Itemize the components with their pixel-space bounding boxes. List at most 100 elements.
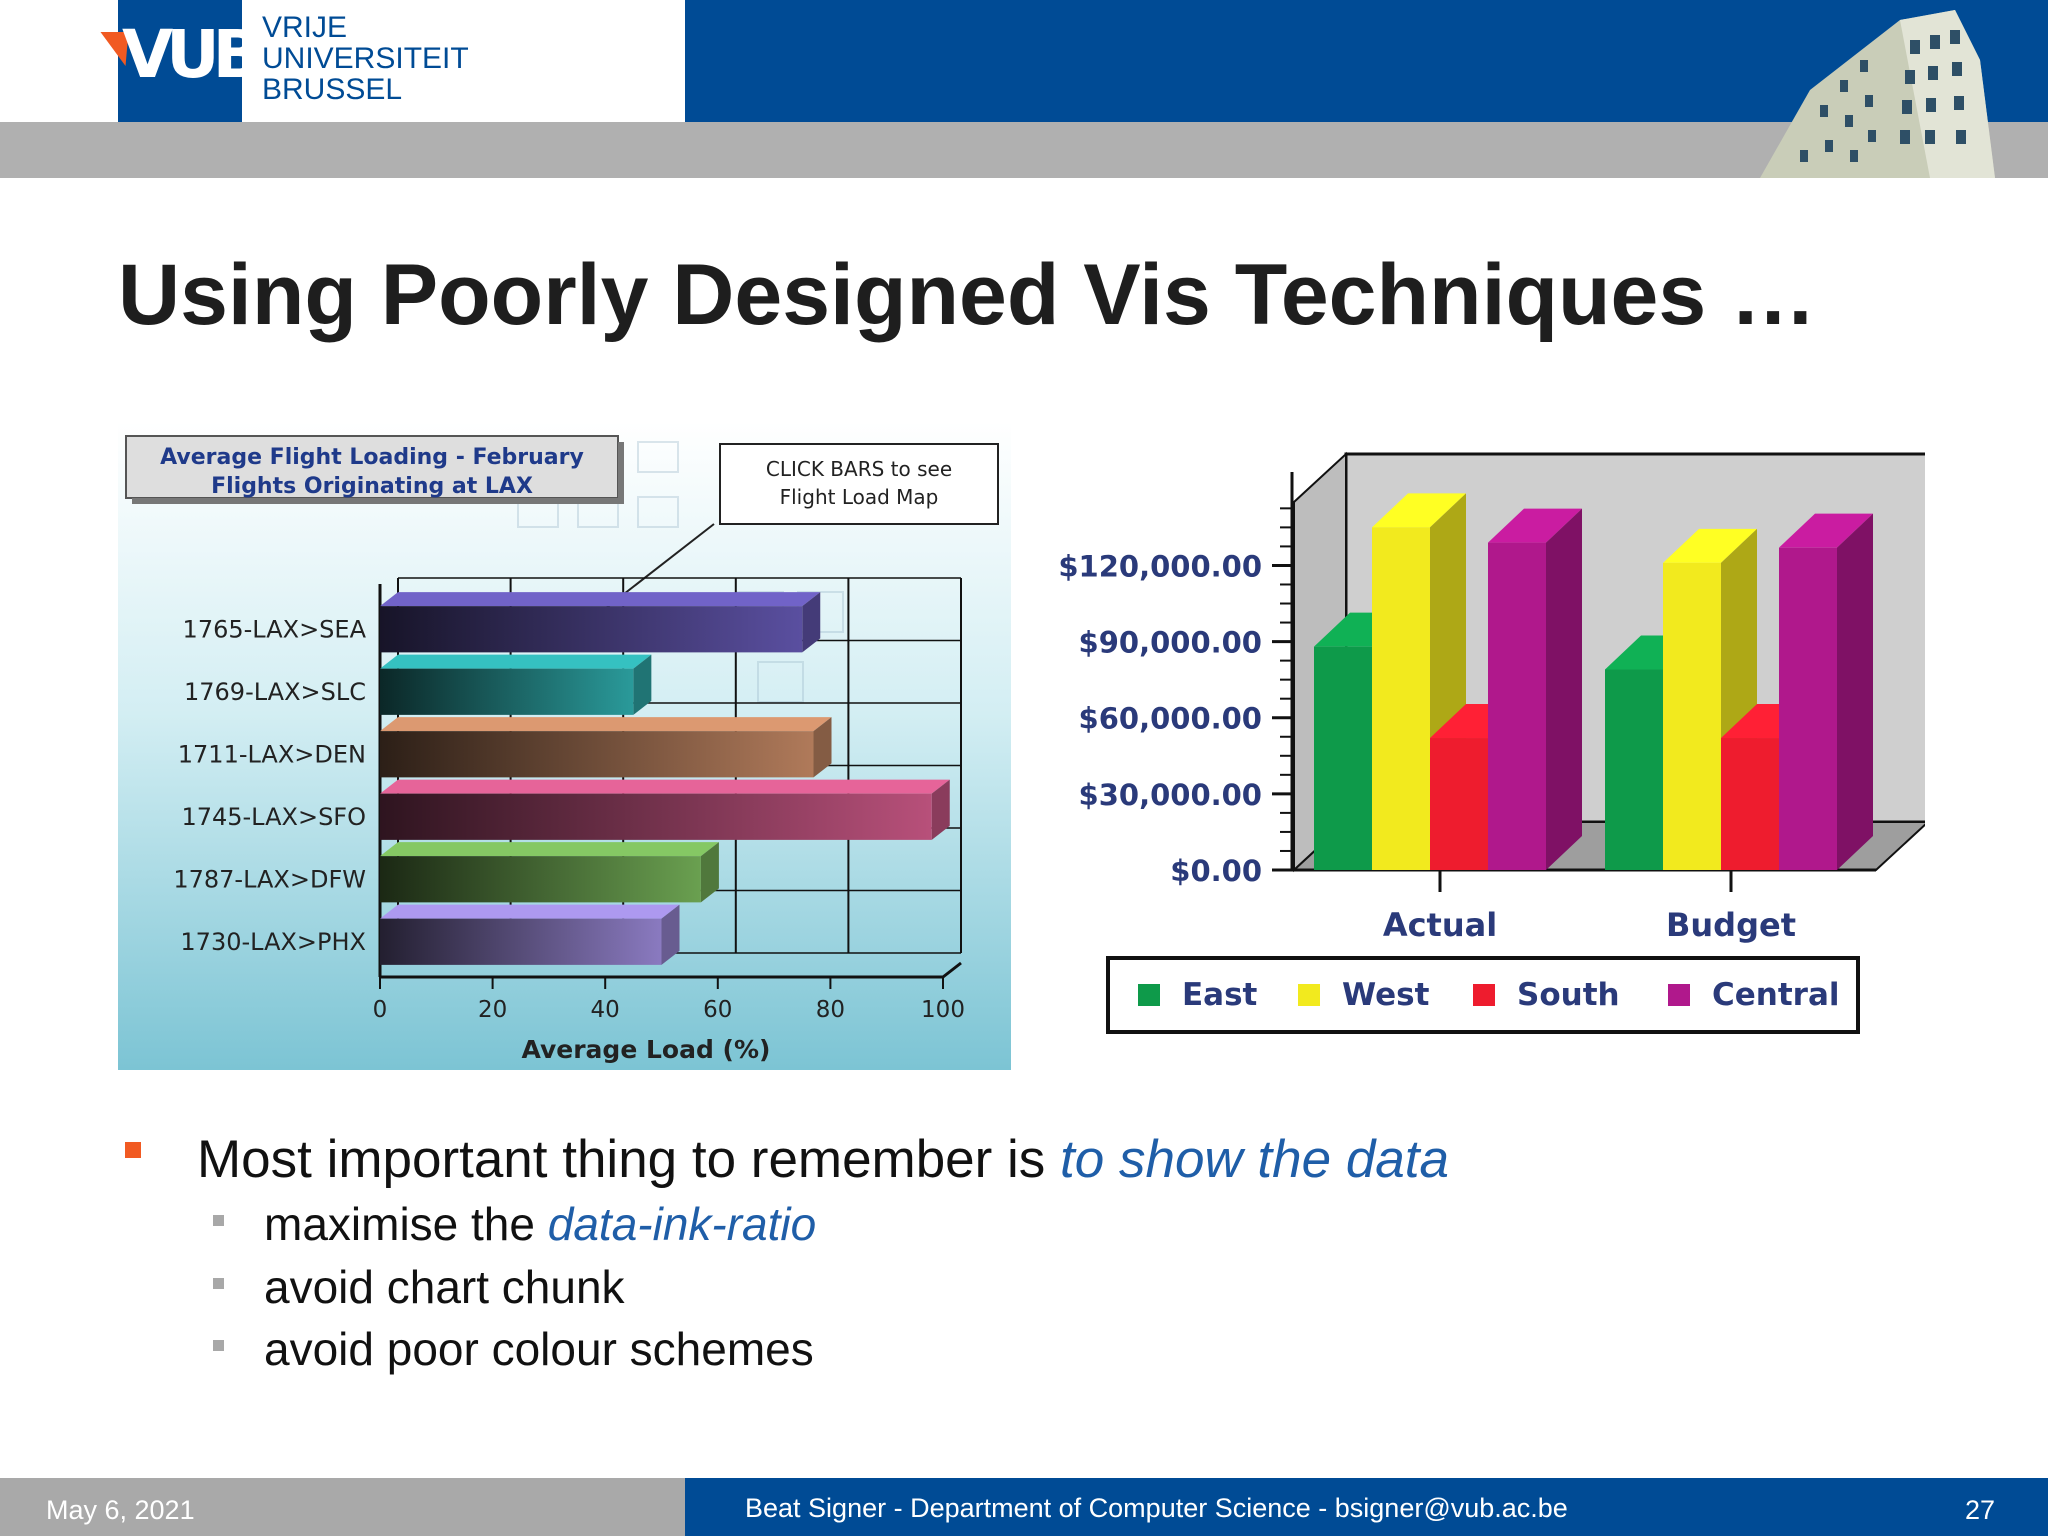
bar [380, 654, 652, 715]
bar-front [380, 668, 634, 715]
y-tick-label: $120,000.00 [1058, 549, 1262, 583]
bar [380, 904, 680, 965]
bar-top [1663, 528, 1757, 563]
bar-front [1488, 542, 1546, 870]
chart-title-line-1: Average Flight Loading - February [160, 445, 584, 470]
legend-label: Central [1712, 977, 1840, 1013]
bar-front [1605, 669, 1663, 870]
footer-right-bar [685, 1478, 2048, 1536]
bar-front [1372, 527, 1430, 870]
bar-front [380, 731, 814, 778]
bar [380, 842, 719, 903]
bullet-text: Most important thing to remember is to s… [197, 1130, 1449, 1190]
logo-line-3: BRUSSEL [262, 73, 403, 106]
vub-logo: VUB VRIJE UNIVERSITEIT BRUSSEL [100, 0, 685, 122]
bar-front [1314, 646, 1372, 870]
bar [1779, 513, 1873, 870]
chart-title-box: Average Flight Loading - February Flight… [125, 435, 624, 504]
slide-title: Using Poorly Designed Vis Techniques … [118, 247, 1817, 343]
bar-top [380, 654, 652, 669]
category-label: 1745-LAX>SFO [181, 803, 366, 831]
bar-top [1372, 493, 1466, 528]
category-label: 1765-LAX>SEA [183, 615, 367, 643]
legend-label: South [1517, 977, 1620, 1013]
category-label: Budget [1666, 906, 1796, 944]
bar-top [380, 779, 950, 794]
legend-swatch [1138, 984, 1160, 1006]
subbullet-marker [213, 1215, 224, 1226]
footer-author: Beat Signer - Department of Computer Sci… [745, 1493, 1568, 1523]
x-axis-line [942, 961, 962, 979]
x-tick-label: 20 [478, 997, 507, 1023]
subbullet-marker [213, 1278, 224, 1289]
flight-loading-chart: Average Flight Loading - February Flight… [118, 422, 1011, 1070]
category-label: 1711-LAX>DEN [178, 740, 366, 768]
logo-line-2: UNIVERSITEIT [262, 42, 469, 75]
regional-budget-chart: $0.00 $30,000.00 $60,000.00 $90,000.00 $120,… [1048, 422, 1925, 1070]
logo-line-1: VRIJE [262, 11, 348, 44]
x-tick-label: 100 [921, 997, 965, 1023]
legend-swatch [1298, 984, 1320, 1006]
logo-wordmark: VRIJE UNIVERSITEIT BRUSSEL [262, 12, 469, 105]
bar-front [380, 918, 662, 965]
bar-side [802, 592, 821, 653]
subbullet-prefix: avoid chart chunk [264, 1261, 625, 1313]
subbullet-prefix: maximise the [264, 1198, 548, 1250]
bar-side [813, 717, 832, 778]
chart-title-line-2: Flights Originating at LAX [211, 474, 533, 499]
bar-front [1779, 547, 1837, 870]
building-image [1760, 10, 1995, 178]
x-tick-label: 40 [591, 997, 620, 1023]
bar-top [380, 842, 719, 857]
legend-swatch [1668, 984, 1690, 1006]
bar-front [380, 606, 803, 653]
bullet-prefix: Most important thing to remember is [197, 1130, 1061, 1189]
bar-top [1488, 508, 1582, 543]
category-label: 1787-LAX>DFW [173, 865, 366, 893]
logo-mark-text: VUB [122, 16, 263, 93]
subbullet-text: avoid chart chunk [264, 1262, 625, 1312]
bar [380, 592, 821, 653]
y-tick-label: $0.00 [1170, 854, 1262, 888]
page-number: 27 [1965, 1495, 1996, 1525]
bar-side [931, 779, 950, 840]
bar [380, 779, 950, 840]
callout-line-1: CLICK BARS to see [766, 457, 952, 481]
legend-swatch [1473, 984, 1495, 1006]
y-tick-label: $60,000.00 [1079, 702, 1262, 736]
subbullet-emphasis: data-ink-ratio [547, 1198, 817, 1250]
x-tick-label: 60 [703, 997, 732, 1023]
bar-front [1430, 738, 1488, 870]
bar-side [1546, 508, 1582, 870]
bullet-marker [125, 1142, 141, 1158]
x-axis-label: Average Load (%) [522, 1035, 771, 1064]
footer-date: May 6, 2021 [46, 1495, 195, 1525]
bar-front [1663, 562, 1721, 870]
x-tick-label: 0 [373, 997, 388, 1023]
bar-side [633, 654, 652, 715]
category-label: Actual [1383, 906, 1497, 944]
x-tick-label: 80 [816, 997, 845, 1023]
category-label: 1730-LAX>PHX [180, 928, 366, 956]
legend-label: East [1182, 977, 1258, 1013]
bar-top [1779, 513, 1873, 548]
subbullet-marker [213, 1340, 224, 1351]
y-tick-label: $30,000.00 [1079, 778, 1262, 812]
bar-top [380, 904, 680, 919]
bullet-emphasis: to show the data [1060, 1130, 1449, 1189]
subbullet-text: maximise the data-ink-ratio [264, 1199, 816, 1249]
bar [380, 717, 832, 778]
callout-line-2: Flight Load Map [780, 485, 939, 509]
legend-label: West [1342, 977, 1430, 1013]
vub-logo-mark: VUB [100, 0, 263, 122]
bar-side [661, 904, 680, 965]
bar-front [380, 856, 701, 903]
header-stripe [0, 122, 2048, 178]
bar-front [380, 793, 932, 840]
bar-side [1837, 513, 1873, 870]
footer-left-bar [0, 1478, 685, 1536]
bar [1488, 508, 1582, 870]
bar-front [1721, 738, 1779, 870]
click-bars-callout: CLICK BARS to see Flight Load Map [587, 443, 999, 623]
bar-top [380, 717, 832, 732]
